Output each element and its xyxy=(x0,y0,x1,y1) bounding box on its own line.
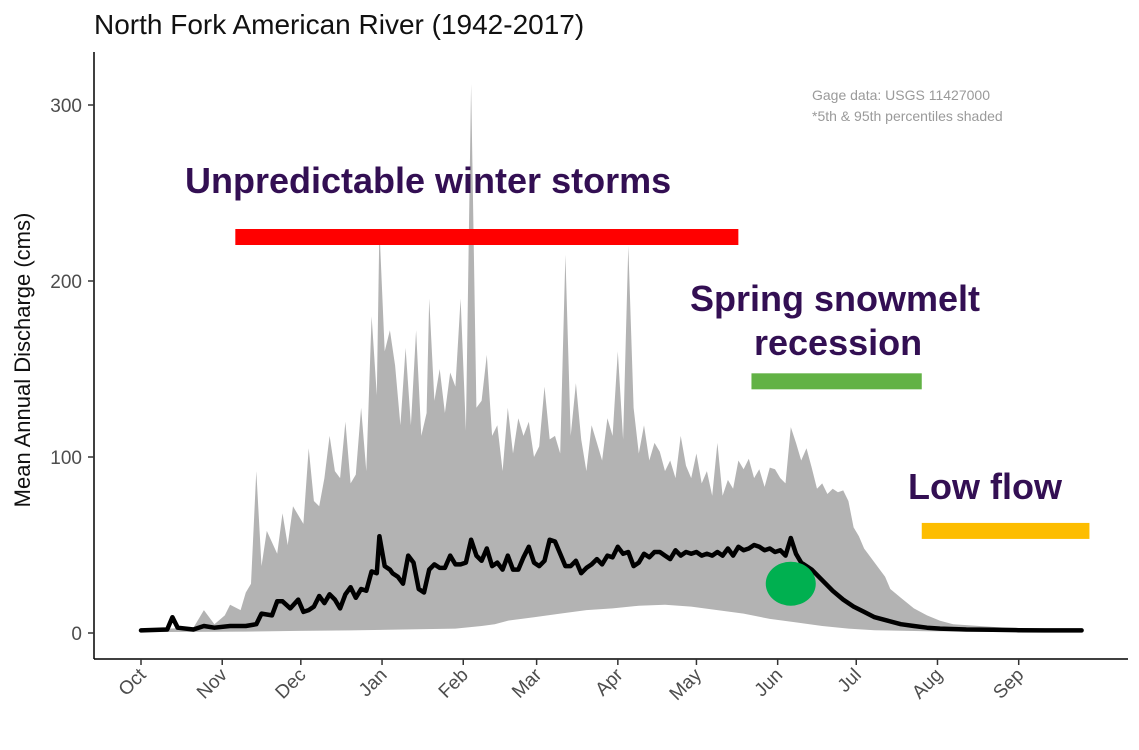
y-axis-label: Mean Annual Discharge (cms) xyxy=(10,213,35,508)
x-tick-label: Jun xyxy=(751,665,788,702)
annotation-bar-0 xyxy=(235,229,739,245)
annotation-bar-layer xyxy=(235,229,1090,539)
marker-layer xyxy=(765,561,816,606)
x-tick-label: Sep xyxy=(989,665,1028,704)
y-tick-layer: 0 100 200 300 xyxy=(50,96,94,645)
annotation-bar-1 xyxy=(751,373,922,390)
y-tick-label: 0 xyxy=(71,624,82,645)
chart-title: North Fork American River (1942-2017) xyxy=(94,9,584,40)
mean-line-layer xyxy=(138,533,1084,633)
x-tick-label: Jan xyxy=(355,665,392,702)
x-tick-label: Apr xyxy=(592,664,628,700)
transition-marker xyxy=(765,561,816,606)
y-tick-label: 300 xyxy=(50,96,82,117)
annotation-recession: recession xyxy=(754,322,922,363)
x-tick-label: Mar xyxy=(508,664,546,702)
x-tick-label: Aug xyxy=(908,665,947,704)
y-tick-label: 200 xyxy=(50,272,82,293)
annotation-low-flow: Low flow xyxy=(908,466,1063,507)
annotation-bar-2 xyxy=(921,522,1090,539)
annotation-winter-storms: Unpredictable winter storms xyxy=(185,160,671,201)
percentile-note: *5th & 95th percentiles shaded xyxy=(812,108,1003,124)
percentile-band xyxy=(141,83,1082,633)
source-note: Gage data: USGS 11427000 xyxy=(812,87,990,103)
x-tick-label: Dec xyxy=(272,665,311,704)
x-tick-label: Nov xyxy=(193,664,232,703)
x-tick-label: Oct xyxy=(115,664,151,700)
mean-discharge-line xyxy=(138,533,1084,633)
x-tick-label: May xyxy=(666,664,707,705)
x-tick-label: Feb xyxy=(435,665,473,703)
y-tick-label: 100 xyxy=(50,448,82,469)
annotation-spring-snowmelt: Spring snowmelt xyxy=(690,278,980,319)
x-tick-label: Jul xyxy=(834,665,866,697)
percentile-band-layer xyxy=(141,83,1082,633)
x-tick-layer: Oct Nov Dec Jan Feb Mar Apr May Jun Jul Aug Sep xyxy=(115,659,1028,705)
